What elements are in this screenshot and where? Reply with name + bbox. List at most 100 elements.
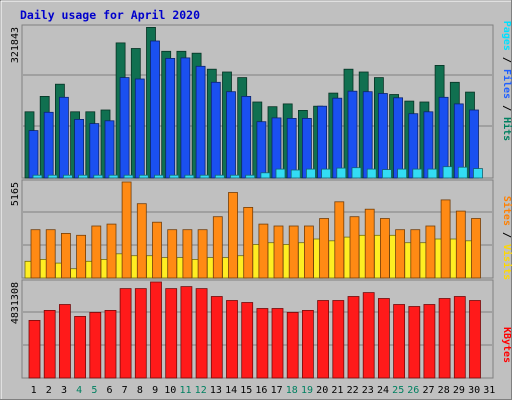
bar-files-day-28 <box>438 96 449 179</box>
bar-kbytes-day-15 <box>241 302 254 379</box>
bar-files-day-4 <box>74 119 84 179</box>
bar-sites-day-9 <box>152 221 162 279</box>
bar-sites-day-21 <box>334 201 345 279</box>
legend-pages: Pages <box>501 21 512 51</box>
x-tick-label: 1 <box>31 385 37 396</box>
bar-kbytes-day-21 <box>332 300 345 379</box>
bar-files-day-5 <box>89 123 100 179</box>
bar-kbytes-day-13 <box>210 296 223 379</box>
bar-pages-day-14 <box>230 174 240 179</box>
bar-pages-day-19 <box>305 168 316 179</box>
x-tick-label: 11 <box>179 385 191 396</box>
x-tick-label: 19 <box>301 385 313 396</box>
bar-pages-day-10 <box>169 174 180 179</box>
bar-files-day-10 <box>165 58 176 179</box>
x-tick-label: 9 <box>152 385 158 396</box>
bar-files-day-8 <box>134 78 145 179</box>
bar-sites-day-19 <box>303 225 314 279</box>
bar-pages-day-23 <box>366 168 377 179</box>
bar-pages-day-6 <box>108 174 119 179</box>
bar-sites-day-30 <box>471 218 481 279</box>
bar-kbytes-day-17 <box>271 308 284 379</box>
bar-sites-day-22 <box>349 216 360 279</box>
bar-kbytes-day-23 <box>362 292 375 379</box>
bar-files-day-18 <box>286 118 297 179</box>
bar-pages-day-25 <box>397 168 408 179</box>
legend-separator: / <box>501 99 512 117</box>
x-tick-label: 27 <box>422 385 434 396</box>
panel-hits-files-pages: 321843 Pages / Files / Hits <box>10 21 512 179</box>
x-tick-label: 29 <box>453 385 465 396</box>
bar-sites-day-14 <box>228 192 238 279</box>
bar-sites-day-8 <box>136 203 147 279</box>
panel-visits-sites-legend: Sites / Visits <box>501 196 512 280</box>
x-tick-label: 30 <box>468 385 480 396</box>
bar-kbytes-day-16 <box>256 308 269 379</box>
bar-sites-day-27 <box>425 225 436 279</box>
legend-visits: Visits <box>501 244 512 280</box>
bar-pages-day-9 <box>154 174 164 179</box>
x-tick-label: 6 <box>106 385 112 396</box>
bar-pages-day-12 <box>199 174 210 179</box>
bar-kbytes-day-4 <box>74 315 86 379</box>
bar-pages-day-17 <box>275 168 286 179</box>
bar-files-day-12 <box>195 65 206 179</box>
bar-pages-day-16 <box>260 172 271 179</box>
bar-pages-day-21 <box>336 167 347 179</box>
bar-kbytes-day-3 <box>59 304 71 379</box>
x-tick-label: 5 <box>91 385 97 396</box>
bar-files-day-22 <box>347 90 358 179</box>
bar-pages-day-29 <box>457 166 468 179</box>
bar-kbytes-day-29 <box>453 296 466 379</box>
bar-pages-day-26 <box>412 168 423 179</box>
bar-pages-day-30 <box>473 168 483 179</box>
bar-sites-day-12 <box>197 229 208 279</box>
bar-sites-day-28 <box>440 199 451 279</box>
x-tick-label: 16 <box>255 385 267 396</box>
bar-pages-day-13 <box>214 174 225 179</box>
bar-kbytes-day-22 <box>347 296 360 379</box>
bar-files-day-25 <box>393 97 404 179</box>
bar-pages-day-5 <box>93 174 104 179</box>
bar-files-day-3 <box>59 96 69 179</box>
bar-sites-day-25 <box>395 229 406 279</box>
bar-kbytes-day-14 <box>226 300 238 379</box>
bar-files-day-20 <box>317 105 328 179</box>
x-tick-label: 14 <box>225 385 237 396</box>
panel-visits-sites-bars <box>24 181 481 279</box>
panel-visits-sites-max-label: 5165 <box>10 182 21 206</box>
bar-kbytes-day-1 <box>28 319 41 379</box>
bar-sites-day-17 <box>273 225 284 279</box>
bar-kbytes-day-9 <box>150 281 162 379</box>
bar-pages-day-2 <box>47 174 58 179</box>
bar-sites-day-7 <box>121 181 132 279</box>
x-tick-label: 10 <box>164 385 176 396</box>
bar-files-day-24 <box>377 93 388 179</box>
bar-pages-day-24 <box>381 169 392 179</box>
legend-hits: Hits <box>501 117 512 141</box>
x-tick-label: 26 <box>407 385 419 396</box>
bar-sites-day-6 <box>106 223 117 279</box>
x-tick-label: 25 <box>392 385 404 396</box>
bar-sites-day-15 <box>243 206 254 279</box>
bar-pages-day-1 <box>32 174 43 179</box>
bar-pages-day-28 <box>442 166 453 179</box>
x-tick-label: 3 <box>61 385 67 396</box>
x-tick-label: 18 <box>286 385 298 396</box>
bar-pages-day-20 <box>321 168 332 179</box>
bar-pages-day-18 <box>290 169 301 179</box>
bar-files-day-1 <box>28 130 39 179</box>
bar-sites-day-3 <box>61 232 71 279</box>
x-axis-day-labels: 1 2 3 4 5 6 7 8 9 10 11 12 13 14 15 16 17 18 19 20 21 22 23 24 2… <box>31 385 496 396</box>
bar-pages-day-22 <box>351 167 362 179</box>
bar-sites-day-4 <box>76 234 86 279</box>
bar-sites-day-20 <box>319 218 330 279</box>
bar-kbytes-day-8 <box>134 288 147 379</box>
bar-sites-day-16 <box>258 223 269 279</box>
legend-separator: / <box>501 51 512 69</box>
legend-sites: Sites <box>501 196 512 226</box>
x-tick-label: 12 <box>195 385 207 396</box>
bar-sites-day-26 <box>410 229 421 279</box>
panel-kbytes-max-label: 4831308 <box>10 282 21 324</box>
